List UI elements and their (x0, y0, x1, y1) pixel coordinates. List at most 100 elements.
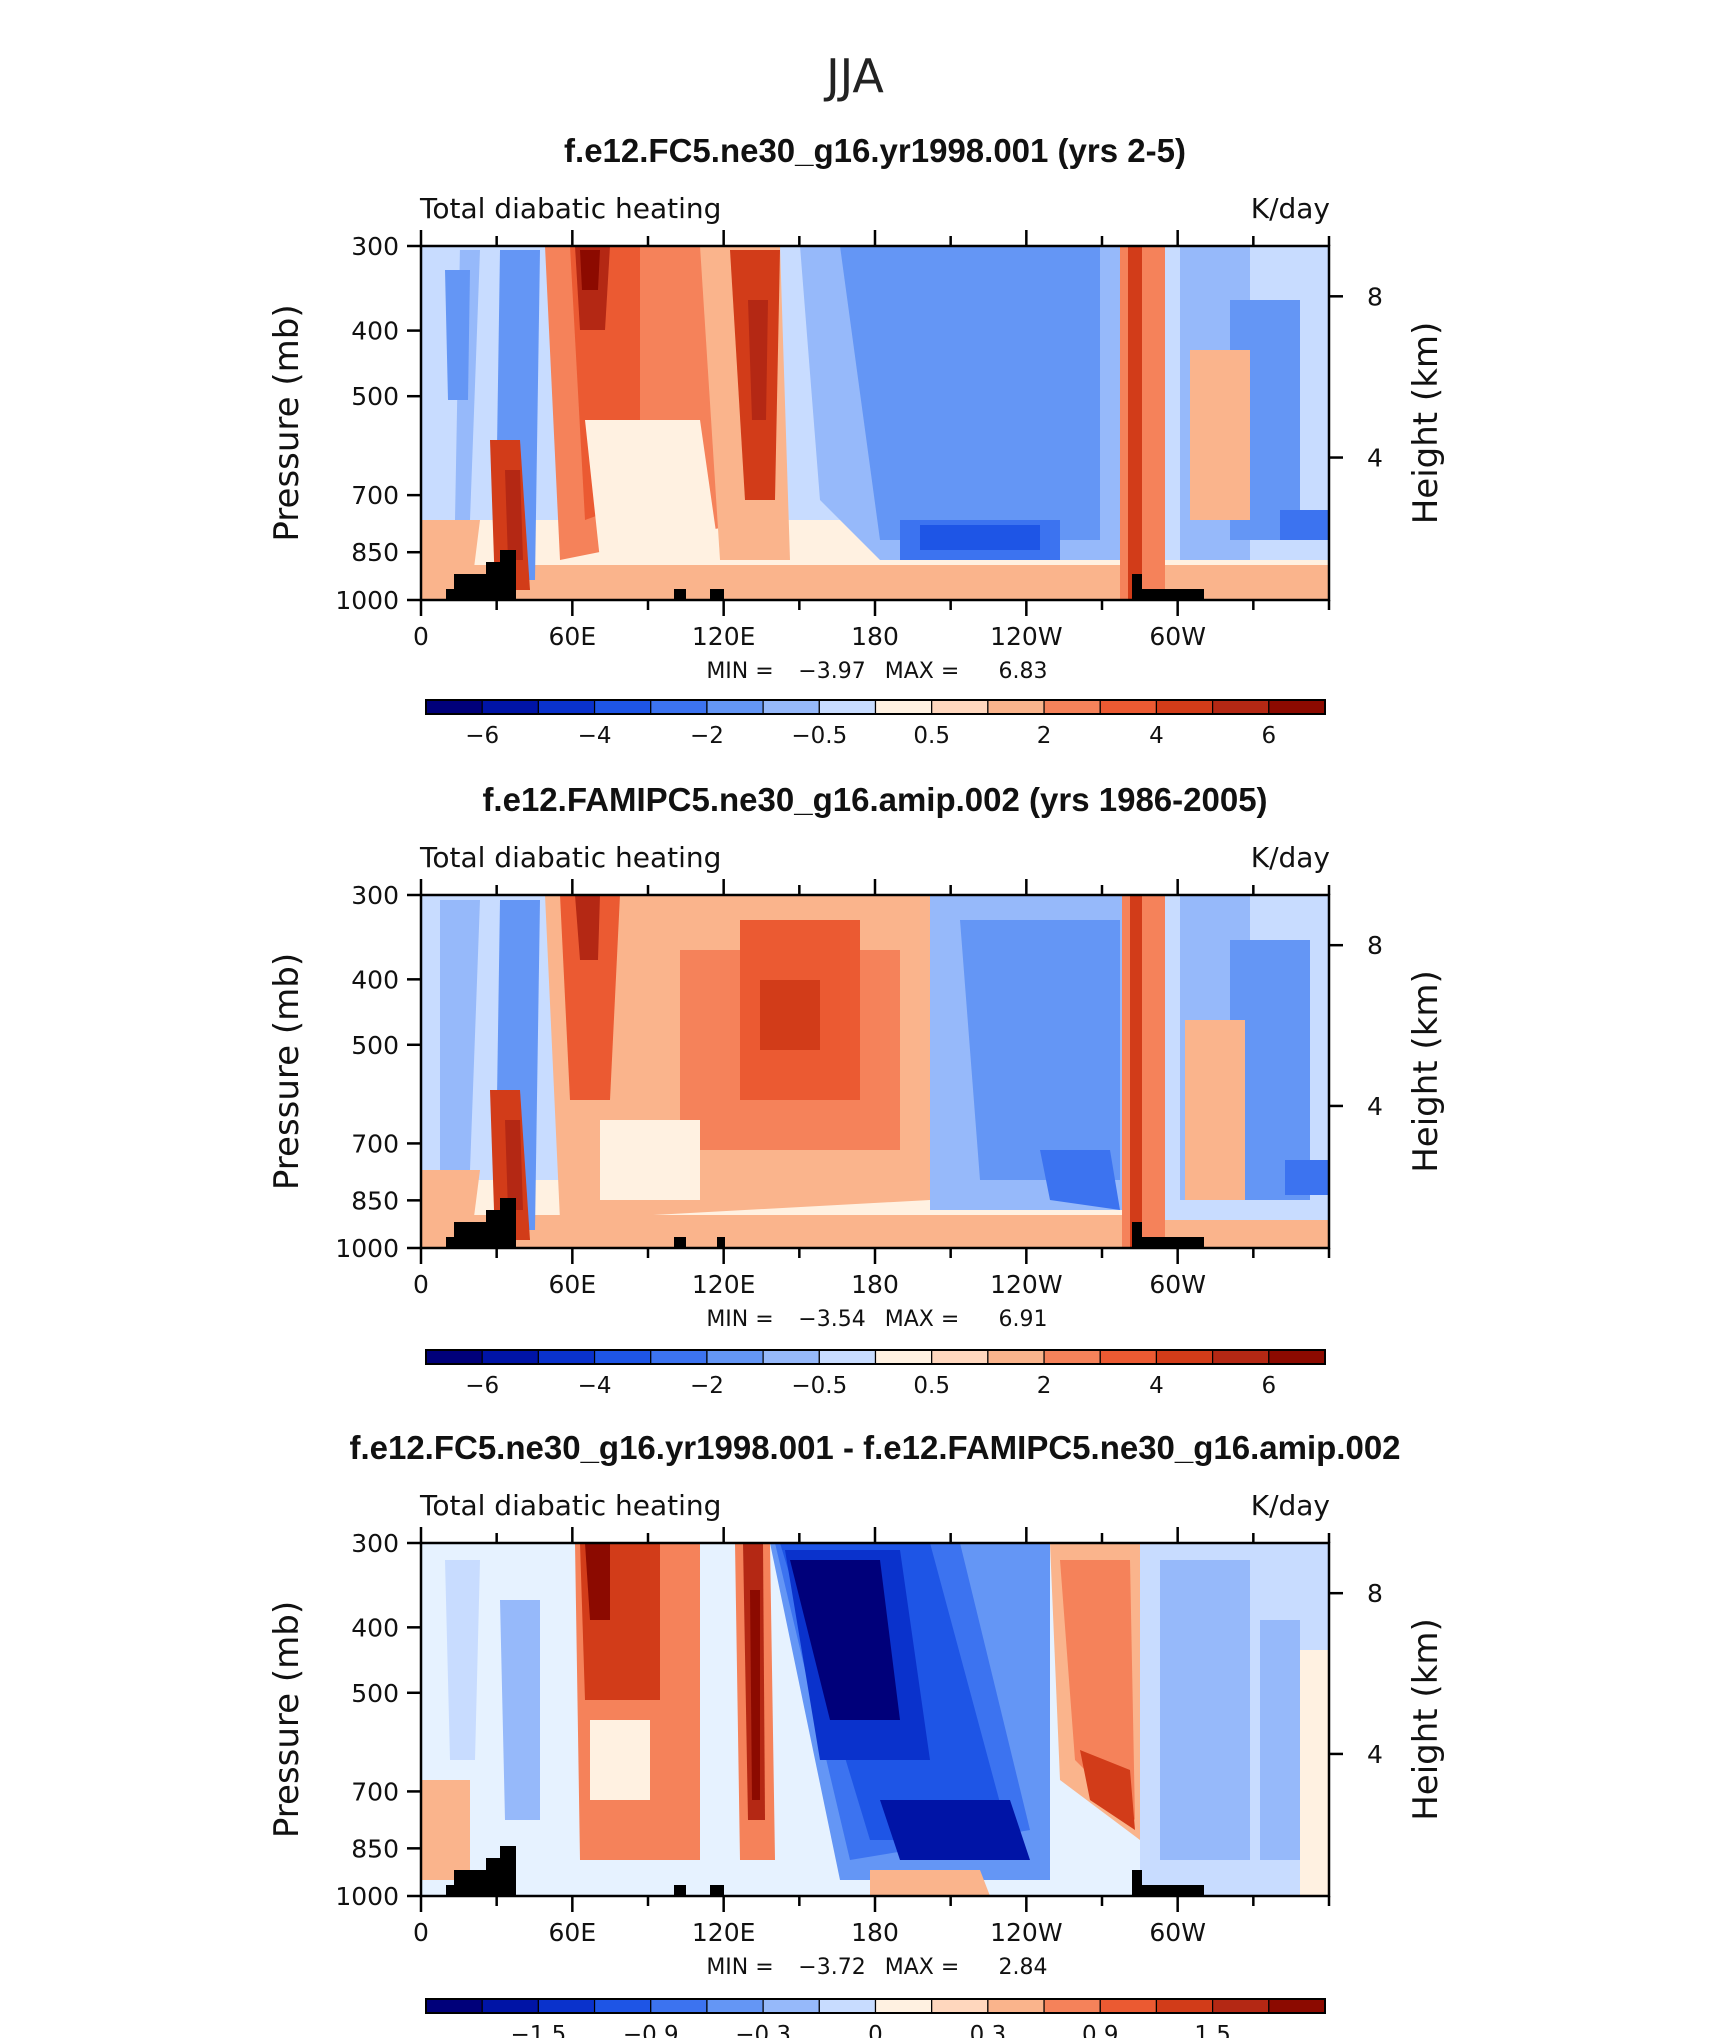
colorbar-label: −4 (578, 723, 612, 749)
ytick-label: 1000 (335, 1882, 399, 1911)
colorbar-box (650, 1998, 708, 2014)
colorbar-box (1043, 1349, 1101, 1365)
ytick-label: 500 (351, 382, 399, 411)
y2tick-label: 4 (1367, 1092, 1383, 1121)
minmax-value: −3.97 (798, 659, 865, 684)
ytick-label: 700 (351, 1129, 399, 1158)
colorbar-label: −0.9 (623, 2022, 679, 2038)
xtick-label: 120W (990, 622, 1062, 651)
colorbar-box (874, 699, 933, 715)
colorbar-box (1099, 699, 1158, 715)
colorbar-label: 2 (1037, 723, 1052, 749)
xtick-label: 0 (413, 622, 429, 651)
colorbar-label: 6 (1261, 1373, 1276, 1399)
colorbar-box (537, 699, 596, 715)
panel-title: f.e12.FC5.ne30_g16.yr1998.001 - f.e12.FA… (349, 1429, 1400, 1466)
colorbar-box (593, 1349, 652, 1365)
colorbar-box (1212, 1349, 1270, 1365)
topography (446, 550, 1204, 600)
ytick-label: 400 (351, 317, 399, 346)
colorbar-box (481, 1998, 539, 2014)
colorbar-box (987, 1998, 1045, 2014)
colorbar-box (818, 1998, 877, 2014)
colorbar-box (706, 1998, 764, 2014)
colorbar-box (425, 1998, 483, 2014)
ytick-label: 400 (351, 1613, 399, 1642)
colorbar-box (987, 1349, 1045, 1365)
panel-bottom: f.e12.FC5.ne30_g16.yr1998.001 - f.e12.FA… (267, 1429, 1446, 2038)
xtick-label: 180 (851, 1918, 899, 1947)
ytick-label: 400 (351, 965, 399, 994)
colorbar-label: 0.5 (913, 1373, 950, 1399)
left-string: Total diabatic heating (419, 841, 721, 874)
colorbar-box (818, 699, 877, 715)
y2tick-label: 8 (1367, 931, 1383, 960)
colorbar-box (874, 1349, 933, 1365)
minmax-value: −3.54 (798, 1307, 865, 1332)
xtick-label: 60W (1149, 622, 1206, 651)
ytick-label: 500 (351, 1679, 399, 1708)
colorbar-label: −6 (465, 723, 499, 749)
xtick-label: 120E (692, 1270, 756, 1299)
y2-axis-label: Height (km) (1406, 1618, 1446, 1821)
xtick-label: 60W (1149, 1270, 1206, 1299)
minmax-label: MAX = (885, 1955, 960, 1980)
xtick-label: 120W (990, 1918, 1062, 1947)
colorbar-box (481, 699, 539, 715)
minmax-label: MAX = (885, 1307, 960, 1332)
ytick-label: 850 (351, 1186, 399, 1215)
contour-field (421, 1543, 1329, 1896)
colorbar-box (425, 1349, 483, 1365)
colorbar-label: −0.3 (735, 2022, 791, 2038)
colorbar-box (931, 699, 989, 715)
ytick-label: 850 (351, 1834, 399, 1863)
ytick-label: 1000 (335, 586, 399, 615)
colorbar-box (537, 1349, 596, 1365)
colorbar-box (706, 699, 764, 715)
main-title: JJA (823, 49, 884, 103)
colorbar-box (1268, 699, 1326, 715)
right-string: K/day (1251, 1489, 1330, 1522)
minmax-label: MIN = (706, 1955, 773, 1980)
right-string: K/day (1251, 192, 1330, 225)
y2-axis-label: Height (km) (1406, 970, 1446, 1173)
xtick-label: 60E (549, 622, 597, 651)
minmax-label: MIN = (706, 1307, 773, 1332)
colorbar-box (931, 1998, 989, 2014)
colorbar-box (818, 1349, 877, 1365)
colorbar-label: 1.5 (1194, 2022, 1231, 2038)
panel-title: f.e12.FAMIPC5.ne30_g16.amip.002 (yrs 198… (482, 781, 1267, 818)
minmax-value: −3.72 (798, 1955, 865, 1980)
colorbar-box (1212, 1998, 1270, 2014)
colorbar-box (650, 1349, 708, 1365)
contour-field (421, 246, 1329, 600)
y2-axis-label: Height (km) (1406, 322, 1446, 525)
minmax-value: 6.91 (999, 1307, 1048, 1332)
colorbar-box (1155, 699, 1214, 715)
colorbar-frame (425, 1998, 1326, 2014)
colorbar-box (1268, 1998, 1326, 2014)
ytick-label: 1000 (335, 1234, 399, 1263)
colorbar-box (650, 699, 708, 715)
xtick-label: 60E (549, 1918, 597, 1947)
colorbar-box (1155, 1998, 1214, 2014)
panel-title: f.e12.FC5.ne30_g16.yr1998.001 (yrs 2-5) (564, 132, 1186, 169)
colorbar-box (593, 1998, 652, 2014)
y-axis-label: Pressure (mb) (267, 1601, 307, 1838)
ytick-label: 700 (351, 481, 399, 510)
ytick-label: 300 (351, 1529, 399, 1558)
left-string: Total diabatic heating (419, 1489, 721, 1522)
xtick-label: 120E (692, 1918, 756, 1947)
colorbar-box (593, 699, 652, 715)
colorbar-box (1043, 1998, 1101, 2014)
ytick-label: 700 (351, 1777, 399, 1806)
ytick-label: 300 (351, 881, 399, 910)
colorbar-box (706, 1349, 764, 1365)
y2tick-label: 4 (1367, 444, 1383, 473)
minmax-label: MIN = (706, 659, 773, 684)
left-string: Total diabatic heating (419, 192, 721, 225)
colorbar-label: 0.3 (970, 2022, 1007, 2038)
xtick-label: 0 (413, 1270, 429, 1299)
y2tick-label: 8 (1367, 282, 1383, 311)
